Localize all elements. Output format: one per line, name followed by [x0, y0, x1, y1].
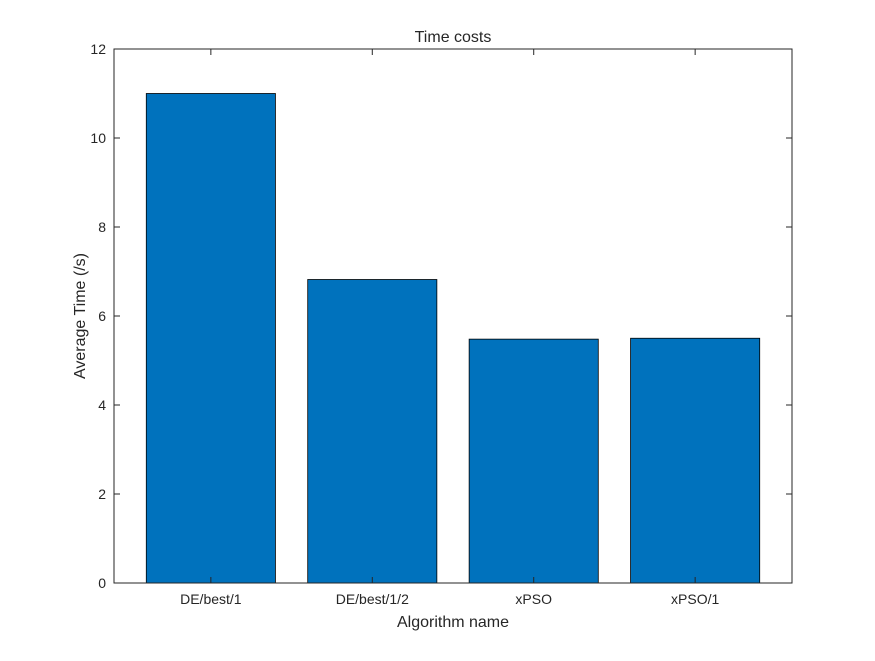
bar: [630, 337, 761, 584]
y-tick-label: 10: [90, 130, 106, 146]
x-ticks-group: DE/best/1 DE/best/1/2 xPSO xPSO/1: [180, 49, 719, 607]
y-tick-label: 6: [98, 308, 106, 324]
x-axis-label: Algorithm name: [397, 614, 509, 631]
y-tick-label: 4: [98, 397, 106, 413]
chart-title: Time costs: [415, 29, 492, 46]
x-tick-label: xPSO: [515, 591, 552, 607]
bar: [307, 279, 438, 584]
x-tick-label: xPSO/1: [671, 591, 719, 607]
y-ticks-group: 0 2 4 6 8 10 12: [90, 41, 792, 591]
x-tick-label: DE/best/1: [180, 591, 242, 607]
x-tick-label: DE/best/1/2: [336, 591, 409, 607]
bar: [145, 93, 276, 584]
y-tick-label: 2: [98, 486, 106, 502]
axes-box: [113, 48, 793, 584]
bars-group: [145, 93, 761, 584]
y-tick-label: 8: [98, 219, 106, 235]
y-axis-label: Average Time (/s): [72, 253, 89, 379]
y-tick-label: 0: [98, 575, 106, 591]
bar: [468, 338, 599, 584]
y-tick-label: 12: [90, 41, 106, 57]
